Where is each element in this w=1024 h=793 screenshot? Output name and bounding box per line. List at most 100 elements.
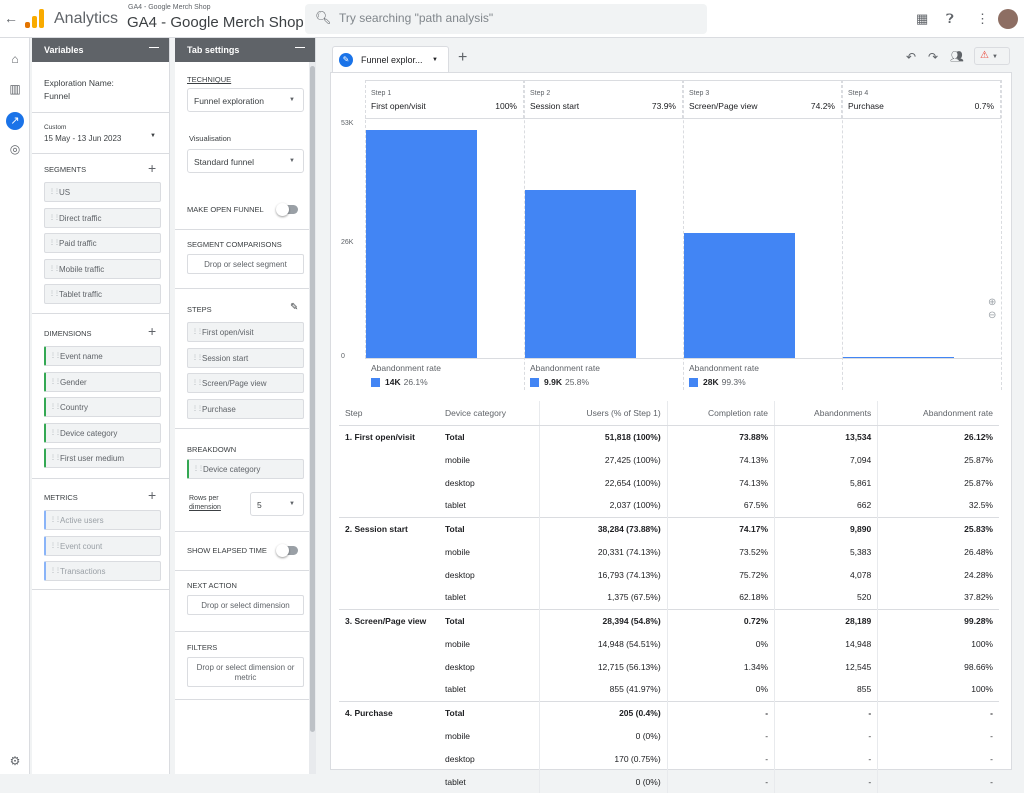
home-icon[interactable]: ⌂ bbox=[11, 52, 19, 66]
column-header[interactable]: Abandonments bbox=[774, 401, 878, 426]
column-header[interactable]: Step bbox=[339, 401, 439, 426]
column-header[interactable]: Device category bbox=[439, 401, 539, 426]
step-chip[interactable]: Purchase bbox=[187, 398, 304, 419]
table-row[interactable]: tablet 0 (0%) - - - bbox=[339, 770, 999, 793]
search-input[interactable] bbox=[339, 11, 689, 25]
more-vert-icon[interactable]: ⋮ bbox=[976, 11, 989, 26]
add-segment-icon[interactable]: + bbox=[148, 160, 157, 176]
apps-grid-icon[interactable]: ▦ bbox=[916, 11, 929, 26]
next-action-label: NEXT ACTION bbox=[187, 581, 237, 590]
table-row[interactable]: 3. Screen/Page view Total 28,394 (54.8%) 0.… bbox=[339, 608, 999, 632]
advertising-icon[interactable]: ◎ bbox=[9, 142, 21, 156]
table-row[interactable]: mobile 20,331 (74.13%) 73.52% 5,383 26.48% bbox=[339, 540, 999, 563]
table-row[interactable]: mobile 14,948 (54.51%) 0% 14,948 100% bbox=[339, 632, 999, 655]
segments-label: SEGMENTS bbox=[44, 165, 87, 174]
table-row[interactable]: desktop 170 (0.75%) - - - bbox=[339, 747, 999, 770]
funnel-bar[interactable] bbox=[843, 357, 954, 358]
date-range-selector[interactable]: 15 May - 13 Jun 2023 bbox=[44, 134, 122, 143]
table-cell: 2,037 (100%) bbox=[538, 494, 668, 517]
column-header[interactable]: Users (% of Step 1) bbox=[538, 401, 668, 426]
metric-chip[interactable]: Transactions bbox=[44, 561, 161, 581]
funnel-bar[interactable] bbox=[684, 233, 795, 358]
table-row[interactable]: 2. Session start Total 38,284 (73.88%) 74.1… bbox=[339, 516, 999, 540]
funnel-bar[interactable] bbox=[366, 130, 477, 358]
table-cell: 5,383 bbox=[774, 540, 878, 563]
table-row[interactable]: tablet 2,037 (100%) 67.5% 662 32.5% bbox=[339, 494, 999, 517]
table-cell: 25.83% bbox=[877, 516, 999, 540]
dimension-chip[interactable]: Event name bbox=[44, 346, 161, 366]
open-funnel-toggle[interactable] bbox=[276, 203, 298, 216]
table-row[interactable]: mobile 0 (0%) - - - bbox=[339, 724, 999, 747]
table-row[interactable]: 1. First open/visit Total 51,818 (100%) 73.… bbox=[339, 425, 999, 448]
date-dropdown-icon[interactable]: ▼ bbox=[150, 133, 156, 139]
add-dimension-icon[interactable]: + bbox=[148, 323, 157, 339]
redo-icon[interactable]: ↷ bbox=[928, 50, 939, 64]
rows-per-dimension-select[interactable]: 5 ▼ bbox=[250, 492, 304, 516]
back-arrow-icon[interactable]: ← bbox=[4, 10, 18, 26]
search-box[interactable]: 🔍︎ bbox=[305, 4, 707, 34]
breakdown-chip[interactable]: Device category bbox=[187, 459, 304, 479]
table-cell: 1. First open/visit bbox=[345, 431, 415, 442]
filters-dropzone[interactable]: Drop or select dimension or metric bbox=[187, 657, 304, 687]
table-cell: 0 (0%) bbox=[538, 724, 668, 747]
minimize-icon[interactable]: — bbox=[149, 42, 159, 53]
dimension-chip[interactable]: First user medium bbox=[44, 448, 161, 468]
step-chip[interactable]: Screen/Page view bbox=[187, 373, 304, 393]
metric-chip[interactable]: Active users bbox=[44, 510, 161, 530]
table-row[interactable]: desktop 12,715 (56.13%) 1.34% 12,545 98.66% bbox=[339, 655, 999, 678]
table-row[interactable]: desktop 16,793 (74.13%) 75.72% 4,078 24.28% bbox=[339, 563, 999, 586]
segment-chip[interactable]: US bbox=[44, 182, 161, 202]
segment-dropzone[interactable]: Drop or select segment bbox=[187, 254, 304, 274]
table-row[interactable]: tablet 1,375 (67.5%) 62.18% 520 37.82% bbox=[339, 586, 999, 609]
property-selector[interactable]: GA4 - Google Merch Shop bbox=[127, 14, 304, 31]
abandonment-rate: Abandonment rate 9.9K 25.8% bbox=[530, 363, 680, 393]
table-cell: 9,890 bbox=[774, 516, 878, 540]
share-user-icon[interactable]: 👥︎ bbox=[950, 51, 964, 63]
settings-gear-icon[interactable]: ⚙ bbox=[9, 754, 21, 768]
table-cell: - bbox=[666, 724, 775, 747]
table-row[interactable]: mobile 27,425 (100%) 74.13% 7,094 25.87% bbox=[339, 448, 999, 471]
zoom-in-icon[interactable]: ⊕ bbox=[988, 297, 997, 308]
help-icon[interactable]: ❓︎ bbox=[946, 11, 954, 26]
explore-icon[interactable]: ↗ bbox=[6, 112, 24, 130]
undo-icon[interactable]: ↶ bbox=[906, 50, 917, 64]
table-row[interactable]: desktop 22,654 (100%) 74.13% 5,861 25.87% bbox=[339, 471, 999, 494]
search-icon: 🔍︎ bbox=[315, 10, 332, 25]
add-metric-icon[interactable]: + bbox=[148, 487, 157, 503]
segment-chip[interactable]: Paid traffic bbox=[44, 233, 161, 253]
column-header[interactable]: Completion rate bbox=[666, 401, 775, 426]
elapsed-time-toggle[interactable] bbox=[276, 544, 298, 557]
reports-icon[interactable]: ▥ bbox=[9, 82, 21, 96]
visualisation-select[interactable]: Standard funnel ▼ bbox=[187, 149, 304, 173]
warning-button[interactable]: ⚠ ▼ bbox=[974, 47, 1010, 65]
column-header[interactable]: Abandonment rate bbox=[877, 401, 999, 426]
dimension-chip[interactable]: Device category bbox=[44, 422, 161, 443]
step-number: Step 1 bbox=[371, 90, 392, 97]
avatar[interactable] bbox=[998, 9, 1018, 29]
panel-scrollbar-thumb[interactable] bbox=[310, 66, 315, 732]
table-row[interactable]: tablet 855 (41.97%) 0% 855 100% bbox=[339, 678, 999, 701]
tab-funnel-exploration[interactable]: ✎ Funnel explor... ▼ bbox=[332, 46, 449, 72]
step-chip[interactable]: First open/visit bbox=[187, 322, 304, 342]
minimize-icon[interactable]: — bbox=[295, 42, 305, 53]
dimension-chip[interactable]: Gender bbox=[44, 371, 161, 392]
metrics-label: METRICS bbox=[44, 493, 78, 502]
table-cell: desktop bbox=[445, 569, 475, 580]
technique-select[interactable]: Funnel exploration ▼ bbox=[187, 88, 304, 112]
add-tab-icon[interactable]: + bbox=[458, 49, 468, 66]
step-chip[interactable]: Session start bbox=[187, 347, 304, 368]
exploration-name-input[interactable]: Funnel bbox=[44, 91, 70, 101]
next-action-dropzone[interactable]: Drop or select dimension bbox=[187, 595, 304, 615]
table-cell: 73.88% bbox=[666, 425, 775, 448]
segment-chip[interactable]: Direct traffic bbox=[44, 207, 161, 228]
edit-steps-icon[interactable]: ✎ bbox=[290, 302, 299, 313]
segment-chip[interactable]: Tablet traffic bbox=[44, 284, 161, 304]
metric-chip[interactable]: Event count bbox=[44, 535, 161, 556]
dimension-chip[interactable]: Country bbox=[44, 397, 161, 417]
table-row[interactable]: 4. Purchase Total 205 (0.4%) - - - bbox=[339, 700, 999, 724]
funnel-bar[interactable] bbox=[525, 189, 636, 358]
table-cell bbox=[339, 448, 439, 471]
panel-scrollbar-track[interactable] bbox=[309, 62, 316, 774]
segment-chip[interactable]: Mobile traffic bbox=[44, 258, 161, 279]
zoom-out-icon[interactable]: ⊖ bbox=[988, 310, 997, 321]
